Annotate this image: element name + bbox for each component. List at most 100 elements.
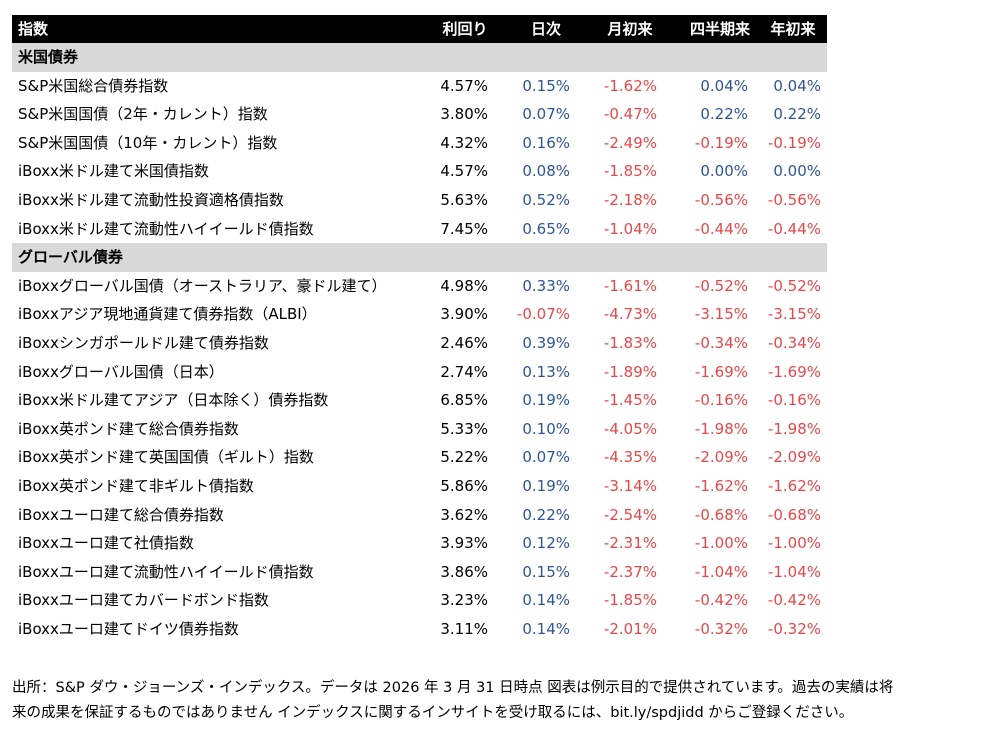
index-name: iBoxxシンガポールドル建て債券指数 — [18, 334, 269, 352]
index-name: iBoxxグローバル国債（日本） — [18, 362, 224, 381]
yield-cell: 5.63% — [440, 191, 488, 209]
table-row: iBoxx英ポンド建て総合債券指数 5.33% 0.10% -4.05% -1.98% -… — [12, 415, 827, 444]
table-row: iBoxx米ドル建て米国債指数 4.57% 0.08% -1.85% 0.00% 0.00… — [12, 157, 827, 186]
return-cell: -1.04% — [694, 562, 748, 581]
column-header: 四半期来 — [689, 20, 750, 38]
return-cell: -2.18% — [603, 191, 657, 209]
table-row: iBoxx米ドル建て流動性ハイイールド債指数 7.45% 0.65% -1.04% -0… — [12, 215, 827, 244]
return-cell: -1.98% — [767, 419, 821, 438]
table-row: iBoxx英ポンド建て非ギルト債指数 5.86% 0.19% -3.14% -1.62%… — [12, 472, 827, 501]
return-cell: -0.16% — [767, 391, 821, 410]
return-cell: -0.68% — [694, 505, 748, 524]
return-cell: -1.61% — [603, 276, 657, 295]
return-cell: -0.19% — [694, 133, 748, 152]
column-header: 利回り — [442, 20, 488, 38]
section-title: グローバル債券 — [18, 248, 123, 267]
return-cell: -0.34% — [694, 334, 748, 352]
return-cell: 0.12% — [522, 534, 570, 553]
return-cell: 0.14% — [522, 591, 570, 610]
return-cell: -3.15% — [767, 305, 821, 324]
index-name: iBoxx米ドル建て米国債指数 — [18, 162, 209, 181]
return-cell: -1.89% — [603, 362, 657, 381]
return-cell: -1.04% — [603, 219, 657, 238]
return-cell: -2.09% — [767, 448, 821, 467]
return-cell: 0.16% — [522, 133, 570, 152]
index-name: iBoxxユーロ建て社債指数 — [18, 534, 194, 553]
return-cell: 0.00% — [700, 162, 748, 181]
index-name: iBoxx英ポンド建て非ギルト債指数 — [18, 477, 254, 495]
section-title: 米国債券 — [18, 48, 79, 66]
return-cell: 0.14% — [522, 620, 570, 638]
index-name: S&P米国国債（10年・カレント）指数 — [18, 133, 278, 152]
table-row: S&P米国国債（10年・カレント）指数 4.32% 0.16% -2.49% -0.19… — [12, 129, 827, 158]
return-cell: -0.52% — [767, 276, 821, 295]
return-cell: 0.15% — [522, 562, 570, 581]
yield-cell: 6.85% — [440, 391, 488, 410]
index-name: iBoxxアジア現地通貨建て債券指数（ALBI） — [18, 305, 317, 324]
section-row: 米国債券 — [12, 43, 827, 72]
return-cell: -2.54% — [603, 505, 657, 524]
return-cell: -0.19% — [767, 133, 821, 152]
yield-cell: 3.86% — [440, 562, 488, 581]
return-cell: -4.73% — [603, 305, 657, 324]
footer-line: 来の成果を保証するものではありません インデックスに関するインサイトを受け取るに… — [12, 705, 854, 721]
column-header: 指数 — [18, 20, 49, 38]
yield-cell: 2.74% — [440, 362, 488, 381]
yield-cell: 2.46% — [440, 334, 488, 352]
return-cell: 0.19% — [522, 477, 570, 495]
yield-cell: 3.62% — [440, 505, 488, 524]
return-cell: 0.39% — [522, 334, 570, 352]
table-row: iBoxxアジア現地通貨建て債券指数（ALBI） 3.90% -0.07% -4.73… — [12, 300, 827, 329]
return-cell: -0.56% — [694, 191, 748, 209]
return-cell: -4.35% — [603, 448, 657, 467]
return-cell: -1.85% — [603, 591, 657, 610]
index-name: iBoxx米ドル建てアジア（日本除く）債券指数 — [18, 391, 329, 410]
table-row: iBoxx米ドル建て流動性投資適格債指数 5.63% 0.52% -2.18% -0.5… — [12, 186, 827, 215]
return-cell: -0.44% — [694, 219, 748, 238]
return-cell: -1.62% — [767, 477, 821, 495]
return-cell: -0.42% — [694, 591, 748, 610]
return-cell: 0.52% — [522, 191, 570, 209]
return-cell: -4.05% — [603, 419, 657, 438]
column-header: 日次 — [530, 20, 561, 38]
table-row: S&P米国国債（2年・カレント）指数 3.80% 0.07% -0.47% 0.22% 0… — [12, 100, 827, 129]
yield-cell: 3.93% — [440, 534, 488, 553]
return-cell: -3.15% — [694, 305, 748, 324]
column-header: 月初来 — [607, 20, 653, 38]
index-name: iBoxx英ポンド建て英国国債（ギルト）指数 — [18, 448, 314, 467]
index-name: iBoxxユーロ建てドイツ債券指数 — [18, 620, 239, 638]
return-cell: -0.56% — [767, 191, 821, 209]
return-cell: -1.69% — [694, 362, 748, 381]
return-cell: 0.33% — [522, 276, 570, 295]
return-cell: -2.31% — [603, 534, 657, 553]
return-cell: -0.52% — [694, 276, 748, 295]
return-cell: -0.32% — [767, 620, 821, 638]
yield-cell: 3.23% — [440, 591, 488, 610]
return-cell: -0.42% — [767, 591, 821, 610]
yield-cell: 5.86% — [440, 477, 488, 495]
yield-cell: 5.22% — [440, 448, 488, 467]
header-row: 指数 利回り 日次 月初来 四半期来 年初来 — [12, 15, 827, 43]
index-name: iBoxx米ドル建て流動性ハイイールド債指数 — [18, 219, 314, 238]
return-cell: 0.04% — [700, 76, 748, 95]
return-cell: 0.65% — [522, 219, 570, 238]
return-cell: -0.68% — [767, 505, 821, 524]
index-name: iBoxxユーロ建てカバードボンド指数 — [18, 591, 269, 610]
index-name: iBoxx英ポンド建て総合債券指数 — [18, 419, 239, 438]
return-cell: -2.01% — [603, 620, 657, 638]
table-row: iBoxx米ドル建てアジア（日本除く）債券指数 6.85% 0.19% -1.45% -… — [12, 386, 827, 415]
table-row: iBoxx英ポンド建て英国国債（ギルト）指数 5.22% 0.07% -4.35% -2… — [12, 443, 827, 472]
yield-cell: 4.32% — [440, 133, 488, 152]
table-row: iBoxxユーロ建てカバードボンド指数 3.23% 0.14% -1.85% -0.42… — [12, 586, 827, 615]
return-cell: -1.85% — [603, 162, 657, 181]
return-cell: 0.15% — [522, 76, 570, 95]
return-cell: 0.22% — [773, 105, 821, 124]
column-header: 年初来 — [770, 20, 816, 38]
table-row: iBoxxグローバル国債（日本） 2.74% 0.13% -1.89% -1.69% -1… — [12, 358, 827, 387]
return-cell: -0.34% — [767, 334, 821, 352]
index-name: iBoxxユーロ建て流動性ハイイールド債指数 — [18, 562, 314, 581]
return-cell: 0.07% — [522, 448, 570, 467]
return-cell: 0.22% — [522, 505, 570, 524]
table-row: S&P米国総合債券指数 4.57% 0.15% -1.62% 0.04% 0.04% — [12, 72, 827, 101]
